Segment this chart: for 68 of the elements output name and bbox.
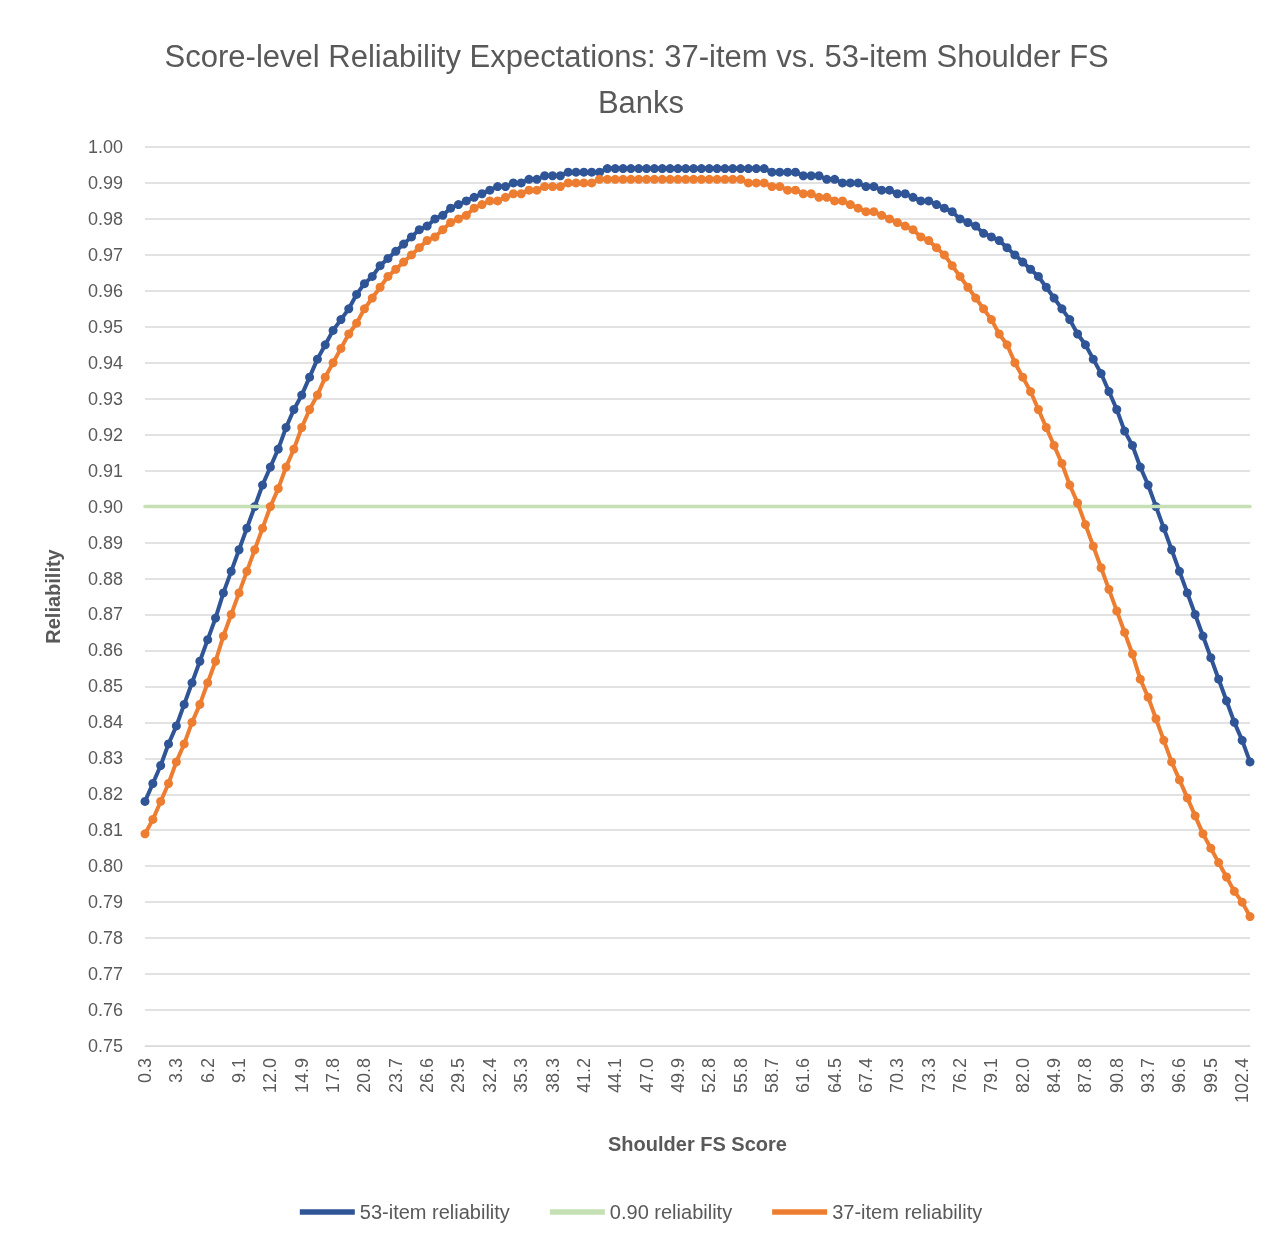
y-tick-label: 0.91: [87, 460, 123, 481]
x-tick-label: 32.4: [479, 1058, 500, 1094]
y-tick-label: 0.75: [87, 1036, 123, 1056]
y-tick-label: 0.86: [87, 640, 123, 661]
y-tick-label: 0.90: [87, 496, 123, 517]
x-tick-label: 14.9: [291, 1058, 312, 1094]
y-tick-label: 0.78: [87, 928, 123, 949]
x-tick-label: 84.9: [1044, 1058, 1065, 1094]
x-tick-label: 38.3: [542, 1058, 563, 1094]
x-tick-label: 67.4: [855, 1058, 876, 1094]
x-tick-label: 76.2: [950, 1058, 971, 1094]
x-tick-label: 61.6: [793, 1058, 814, 1094]
x-tick-label: 9.1: [229, 1058, 250, 1084]
legend-label: 53-item reliability: [359, 1201, 510, 1223]
y-tick-label: 0.76: [87, 1000, 123, 1021]
y-tick-label: 0.99: [87, 172, 123, 193]
legend-label: 0.90 reliability: [609, 1201, 733, 1223]
x-tick-label: 47.0: [636, 1058, 657, 1094]
y-tick-label: 0.77: [87, 964, 123, 985]
y-tick-label: 0.97: [87, 244, 123, 265]
y-tick-label: 0.98: [87, 208, 123, 229]
y-axis-title: Reliability: [42, 548, 64, 644]
y-tick-label: 0.80: [87, 856, 123, 877]
y-tick-label: 0.96: [87, 280, 123, 301]
y-tick-label: 1.00: [87, 137, 123, 157]
y-tick-label: 0.81: [87, 820, 123, 841]
x-tick-label: 17.8: [323, 1058, 344, 1094]
y-tick-label: 0.93: [87, 388, 123, 409]
y-tick-label: 0.87: [87, 604, 123, 625]
y-tick-label: 0.83: [87, 748, 123, 769]
x-tick-label: 20.8: [354, 1058, 375, 1094]
x-tick-label: 29.5: [448, 1058, 469, 1094]
x-tick-label: 96.6: [1169, 1058, 1190, 1094]
y-tick-label: 0.84: [87, 712, 123, 733]
x-tick-label: 35.3: [511, 1058, 532, 1094]
x-tick-label: 87.8: [1075, 1058, 1096, 1094]
x-tick-label: 23.7: [385, 1058, 406, 1094]
y-tick-label: 0.88: [87, 568, 123, 589]
x-tick-label: 44.1: [605, 1058, 626, 1094]
x-tick-label: 64.5: [824, 1058, 845, 1094]
x-tick-label: 6.2: [197, 1058, 218, 1084]
y-tick-label: 0.82: [87, 784, 123, 805]
y-tick-label: 0.85: [87, 676, 123, 697]
y-tick-label: 0.92: [87, 424, 123, 445]
x-tick-label: 90.8: [1106, 1058, 1127, 1094]
y-tick-label: 0.89: [87, 532, 123, 553]
x-tick-label: 102.4: [1232, 1058, 1253, 1104]
x-tick-label: 52.8: [699, 1058, 720, 1094]
x-tick-label: 58.7: [761, 1058, 782, 1094]
x-tick-label: 99.5: [1200, 1058, 1221, 1094]
y-tick-label: 0.79: [87, 892, 123, 913]
x-tick-label: 0.3: [135, 1058, 155, 1084]
chart-title: Score-level Reliability Expectations: 37-item vs. 53-item Shoulder FS Banks: [164, 38, 1118, 120]
x-tick-label: 70.3: [887, 1058, 908, 1094]
x-tick-label: 93.7: [1138, 1058, 1159, 1094]
x-tick-label: 12.0: [260, 1058, 281, 1094]
legend-label: 37-item reliability: [832, 1201, 983, 1223]
x-tick-label: 26.6: [417, 1058, 438, 1094]
x-tick-label: 73.3: [918, 1058, 939, 1094]
x-tick-label: 49.9: [667, 1058, 688, 1094]
x-tick-label: 41.2: [573, 1058, 594, 1094]
x-axis-title: Shoulder FS Score: [608, 1133, 787, 1155]
x-tick-label: 3.3: [166, 1058, 187, 1084]
x-tick-label: 79.1: [981, 1058, 1002, 1094]
y-tick-label: 0.95: [87, 316, 123, 337]
x-tick-label: 82.0: [1012, 1058, 1033, 1094]
y-tick-label: 0.94: [87, 352, 123, 373]
x-tick-label: 55.8: [730, 1058, 751, 1094]
